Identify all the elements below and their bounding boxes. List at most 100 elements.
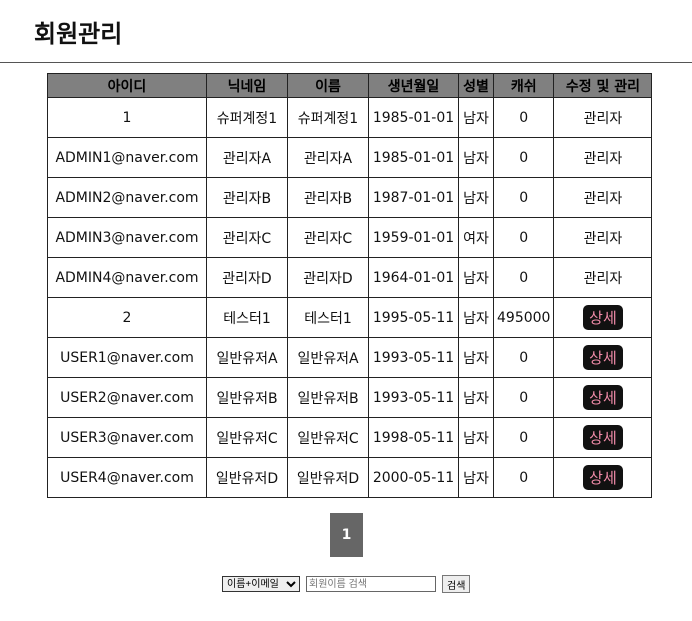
table-row: 1 슈퍼계정1 슈퍼계정1 1985-01-01 남자 0 관리자 (47, 97, 653, 138)
search-bar: 이름+이메일 검색 (222, 575, 471, 593)
cash-cell: 0 (492, 257, 555, 298)
table-header-row: 아이디 닉네임 이름 생년월일 성별 캐쉬 수정 및 관리 (47, 73, 653, 98)
detail-button[interactable]: 상세 (583, 385, 623, 410)
birthdate-cell: 1998-05-11 (368, 417, 459, 458)
gender-cell: 남자 (458, 337, 494, 378)
member-id-cell: ADMIN3@naver.com (47, 217, 207, 258)
nickname-cell: 일반유저C (206, 417, 288, 458)
member-id-cell: ADMIN4@naver.com (47, 257, 207, 298)
table-row: ADMIN4@naver.com 관리자D 관리자D 1964-01-01 남자 0 관리자 (47, 257, 653, 298)
gender-cell: 남자 (458, 457, 494, 498)
birthdate-cell: 1987-01-01 (368, 177, 459, 218)
manage-cell: 상세 (553, 297, 653, 338)
manage-cell: 관리자 (553, 257, 653, 298)
birthdate-cell: 1959-01-01 (368, 217, 459, 258)
birthdate-cell: 1995-05-11 (368, 297, 459, 338)
header-name: 이름 (287, 73, 369, 98)
nickname-cell: 일반유저D (206, 457, 288, 498)
manage-cell: 관리자 (553, 177, 653, 218)
admin-label: 관리자 (583, 270, 623, 287)
cash-cell: 0 (492, 417, 555, 458)
name-cell: 일반유저A (287, 337, 369, 378)
header-manage: 수정 및 관리 (553, 73, 653, 98)
member-id-cell: USER4@naver.com (47, 457, 207, 498)
manage-cell: 관리자 (553, 97, 653, 138)
birthdate-cell: 2000-05-11 (368, 457, 459, 498)
birthdate-cell: 1993-05-11 (368, 377, 459, 418)
detail-button[interactable]: 상세 (583, 425, 623, 450)
name-cell: 관리자B (287, 177, 369, 218)
title-divider (0, 62, 692, 63)
nickname-cell: 관리자C (206, 217, 288, 258)
page-button-1[interactable]: 1 (330, 513, 363, 557)
cash-cell: 0 (492, 457, 555, 498)
table-row: 2 테스터1 테스터1 1995-05-11 남자 495000 상세 (47, 297, 653, 338)
header-gender: 성별 (458, 73, 494, 98)
manage-cell: 상세 (553, 337, 653, 378)
member-id-cell: 1 (47, 97, 207, 138)
gender-cell: 남자 (458, 137, 494, 178)
table-row: USER1@naver.com 일반유저A 일반유저A 1993-05-11 남자 0 상세 (47, 337, 653, 378)
manage-cell: 관리자 (553, 217, 653, 258)
table-row: ADMIN2@naver.com 관리자B 관리자B 1987-01-01 남자 0 관리자 (47, 177, 653, 218)
table-row: ADMIN1@naver.com 관리자A 관리자A 1985-01-01 남자 0 관리자 (47, 137, 653, 178)
page-title: 회원관리 (34, 20, 123, 48)
name-cell: 관리자D (287, 257, 369, 298)
header-id: 아이디 (47, 73, 207, 98)
cash-cell: 0 (492, 217, 555, 258)
gender-cell: 남자 (458, 177, 494, 218)
header-cash: 캐쉬 (492, 73, 555, 98)
member-id-cell: ADMIN1@naver.com (47, 137, 207, 178)
nickname-cell: 관리자A (206, 137, 288, 178)
nickname-cell: 관리자D (206, 257, 288, 298)
manage-cell: 상세 (553, 377, 653, 418)
manage-cell: 상세 (553, 457, 653, 498)
nickname-cell: 관리자B (206, 177, 288, 218)
manage-cell: 상세 (553, 417, 653, 458)
nickname-cell: 일반유저B (206, 377, 288, 418)
member-id-cell: ADMIN2@naver.com (47, 177, 207, 218)
search-button[interactable]: 검색 (442, 575, 471, 593)
birthdate-cell: 1964-01-01 (368, 257, 459, 298)
name-cell: 관리자A (287, 137, 369, 178)
table-row: USER2@naver.com 일반유저B 일반유저B 1993-05-11 남자 0 상세 (47, 377, 653, 418)
member-id-cell: USER2@naver.com (47, 377, 207, 418)
detail-button[interactable]: 상세 (583, 465, 623, 490)
nickname-cell: 슈퍼계정1 (206, 97, 288, 138)
birthdate-cell: 1985-01-01 (368, 97, 459, 138)
birthdate-cell: 1985-01-01 (368, 137, 459, 178)
cash-cell: 0 (492, 137, 555, 178)
name-cell: 테스터1 (287, 297, 369, 338)
name-cell: 일반유저D (287, 457, 369, 498)
nickname-cell: 테스터1 (206, 297, 288, 338)
gender-cell: 남자 (458, 297, 494, 338)
nickname-cell: 일반유저A (206, 337, 288, 378)
header-birthdate: 생년월일 (368, 73, 459, 98)
table-row: USER3@naver.com 일반유저C 일반유저C 1998-05-11 남자 0 상세 (47, 417, 653, 458)
admin-label: 관리자 (583, 150, 623, 167)
detail-button[interactable]: 상세 (583, 345, 623, 370)
cash-cell: 0 (492, 377, 555, 418)
name-cell: 일반유저B (287, 377, 369, 418)
gender-cell: 남자 (458, 257, 494, 298)
manage-cell: 관리자 (553, 137, 653, 178)
search-type-select[interactable]: 이름+이메일 (222, 576, 300, 592)
gender-cell: 남자 (458, 377, 494, 418)
table-row: ADMIN3@naver.com 관리자C 관리자C 1959-01-01 여자 0 관리자 (47, 217, 653, 258)
table-row: USER4@naver.com 일반유저D 일반유저D 2000-05-11 남자 0 상세 (47, 457, 653, 498)
search-input[interactable] (306, 576, 436, 592)
cash-cell: 495000 (492, 297, 555, 338)
gender-cell: 남자 (458, 417, 494, 458)
cash-cell: 0 (492, 97, 555, 138)
member-id-cell: 2 (47, 297, 207, 338)
member-id-cell: USER1@naver.com (47, 337, 207, 378)
admin-label: 관리자 (583, 230, 623, 247)
member-id-cell: USER3@naver.com (47, 417, 207, 458)
name-cell: 일반유저C (287, 417, 369, 458)
birthdate-cell: 1993-05-11 (368, 337, 459, 378)
cash-cell: 0 (492, 177, 555, 218)
member-table: 아이디 닉네임 이름 생년월일 성별 캐쉬 수정 및 관리 1 슈퍼계정1 슈퍼계정… (47, 73, 653, 498)
name-cell: 관리자C (287, 217, 369, 258)
detail-button[interactable]: 상세 (583, 305, 623, 330)
gender-cell: 남자 (458, 97, 494, 138)
